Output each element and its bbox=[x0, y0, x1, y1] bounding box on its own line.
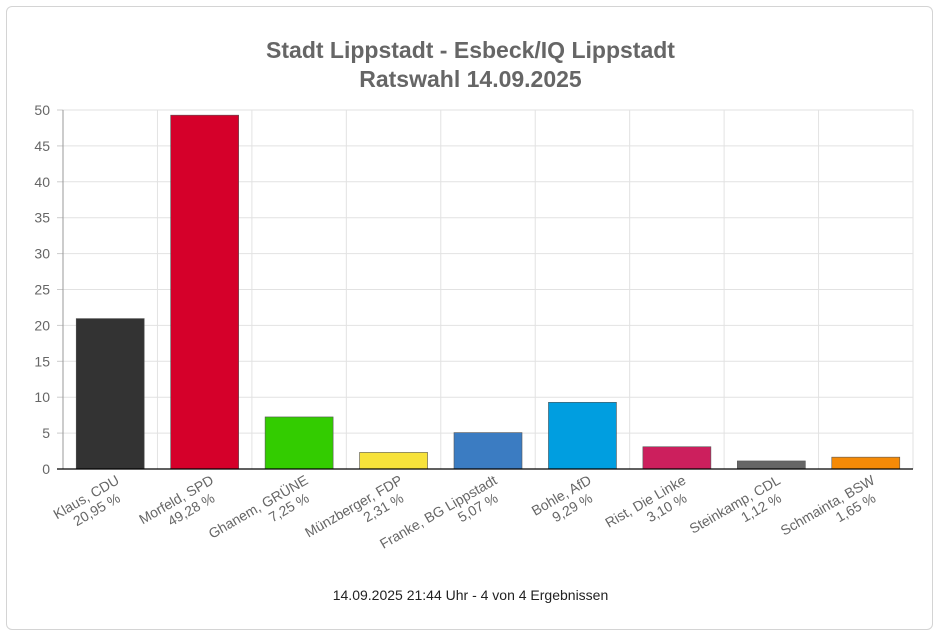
chart-subtitle: Ratswahl 14.09.2025 bbox=[359, 66, 582, 92]
bar bbox=[642, 446, 712, 470]
chart-title-line-1: Stadt Lippstadt - Esbeck/IQ Lippstadt bbox=[266, 37, 675, 63]
y-tick-label: 0 bbox=[42, 461, 50, 477]
y-tick-label: 45 bbox=[34, 138, 50, 154]
y-tick-label: 50 bbox=[34, 102, 50, 118]
y-tick-label: 15 bbox=[34, 353, 50, 369]
bar bbox=[548, 401, 617, 470]
y-tick-label: 5 bbox=[42, 425, 50, 441]
x-tick-label: Bohle, AfD9,29 % bbox=[529, 472, 602, 533]
bar bbox=[264, 416, 334, 470]
y-tick-label: 20 bbox=[34, 317, 50, 333]
bar bbox=[737, 460, 806, 470]
x-tick-label: Rist, Die Linke3,10 % bbox=[602, 472, 696, 545]
bar bbox=[75, 318, 145, 470]
bar bbox=[359, 452, 428, 470]
x-tick-label: Klaus, CDU20,95 % bbox=[50, 472, 129, 536]
chart-title: Stadt Lippstadt - Esbeck/IQ Lippstadt Ra… bbox=[0, 36, 941, 94]
results-footer: 14.09.2025 21:44 Uhr - 4 von 4 Ergebniss… bbox=[332, 587, 609, 603]
x-tick-label: Steinkamp, CDL1,12 % bbox=[687, 472, 791, 551]
x-tick-label: Ghanem, GRÜNE7,25 % bbox=[205, 471, 319, 556]
bar bbox=[170, 114, 239, 470]
y-tick-label: 30 bbox=[34, 246, 50, 262]
y-tick-label: 35 bbox=[34, 210, 50, 226]
y-tick-label: 25 bbox=[34, 282, 50, 298]
bar bbox=[831, 456, 901, 470]
bar bbox=[453, 432, 523, 470]
y-tick-label: 10 bbox=[34, 389, 50, 405]
x-tick-label: Schmainta, BSW1,65 % bbox=[778, 471, 886, 552]
y-tick-label: 40 bbox=[34, 174, 50, 190]
